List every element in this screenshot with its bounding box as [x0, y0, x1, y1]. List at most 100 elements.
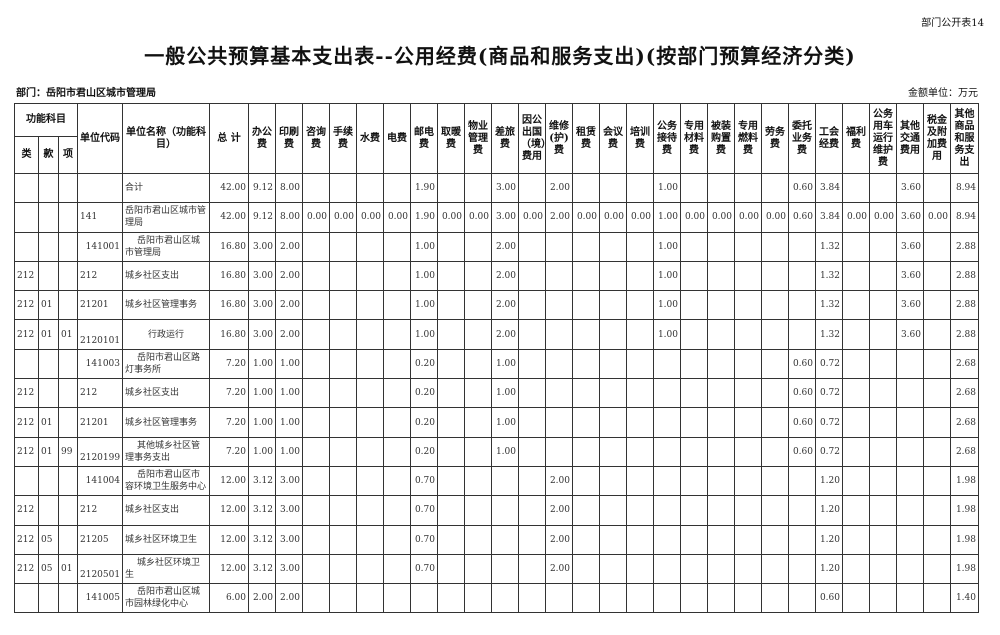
cell-value [383, 436, 411, 467]
cell-value [680, 495, 708, 526]
cell-value [653, 378, 681, 409]
cell-value [680, 172, 708, 204]
cell-value [734, 290, 762, 321]
cell-value [788, 465, 816, 497]
cell-value [734, 172, 762, 204]
unit-label: 金额单位：万元 [908, 88, 978, 99]
cell-value [734, 231, 762, 262]
cell-value [302, 231, 330, 262]
cell-value [653, 348, 681, 380]
cell-value: 0.60 [788, 436, 816, 467]
cell-value [923, 260, 951, 292]
cell-value [518, 348, 546, 380]
cell-value [572, 231, 600, 262]
page-title: 一般公共预算基本支出表--公用经费(商品和服务支出)(按部门预算经济分类) [144, 44, 856, 68]
cell-value: 2.00 [275, 231, 303, 262]
cell-value: 1.98 [950, 465, 979, 497]
cell-value: 1.00 [653, 290, 681, 321]
cell-value [653, 436, 681, 467]
cell-value [356, 348, 384, 380]
cell-value: 0.00 [842, 202, 870, 233]
cell-name: 岳阳市君山区城市园林绿化中心 [122, 583, 210, 614]
cell-value [329, 583, 357, 614]
table-row: 141001 岳阳市君山区城市管理局 16.80 3.00 2.00 1.00 2.00 1.… [14, 231, 979, 262]
header-item: 会议费 [599, 103, 627, 174]
cell-value: 1.00 [248, 348, 276, 380]
cell-value: 8.94 [950, 172, 979, 204]
cell-value: 0.00 [626, 202, 654, 233]
cell-value [842, 583, 870, 614]
cell-value [626, 553, 654, 585]
cell-value [869, 407, 897, 438]
cell-value [572, 319, 600, 350]
cell-name: 城乡社区环境卫生 [122, 553, 210, 585]
cell-value: 1.20 [815, 524, 843, 555]
cell-value [734, 260, 762, 292]
cell-value [923, 319, 951, 350]
cell-xiang: 01 [58, 553, 78, 585]
cell-value [545, 348, 573, 380]
cell-name: 岳阳市君山区城市管理局 [122, 202, 210, 233]
cell-value [626, 172, 654, 204]
cell-value: 9.12 [248, 172, 276, 204]
cell-value [491, 583, 519, 614]
header-item: 专用燃料费 [734, 103, 762, 174]
cell-value [599, 378, 627, 409]
cell-value [707, 319, 735, 350]
cell-value: 0.60 [788, 348, 816, 380]
cell-value [626, 407, 654, 438]
cell-value [707, 260, 735, 292]
page-label: 部门公开表14 [921, 18, 984, 29]
cell-value: 2.88 [950, 260, 979, 292]
cell-value: 0.70 [410, 524, 438, 555]
cell-total: 16.80 [209, 231, 249, 262]
cell-value [761, 378, 789, 409]
cell-code: 21201 [77, 290, 123, 321]
cell-value [734, 407, 762, 438]
cell-value: 2.00 [275, 260, 303, 292]
cell-value [626, 495, 654, 526]
cell-value: 0.00 [437, 202, 465, 233]
cell-value: 0.70 [410, 465, 438, 497]
cell-xiang [58, 465, 78, 497]
cell-lei [14, 348, 39, 380]
cell-kuan: 01 [38, 319, 59, 350]
cell-value [302, 348, 330, 380]
cell-value: 2.00 [248, 583, 276, 614]
cell-value: 2.00 [491, 290, 519, 321]
cell-value [680, 524, 708, 555]
cell-value: 2.00 [491, 319, 519, 350]
cell-value: 1.00 [275, 436, 303, 467]
cell-value: 1.98 [950, 553, 979, 585]
cell-value [842, 553, 870, 585]
cell-value [545, 290, 573, 321]
cell-value [599, 583, 627, 614]
cell-value [329, 172, 357, 204]
cell-value [437, 465, 465, 497]
cell-code: 21205 [77, 524, 123, 555]
cell-value: 3.12 [248, 553, 276, 585]
cell-value [761, 231, 789, 262]
cell-name: 行政运行 [122, 319, 210, 350]
cell-value [869, 348, 897, 380]
cell-value [599, 290, 627, 321]
cell-value [842, 407, 870, 438]
cell-value [788, 231, 816, 262]
cell-value: 1.00 [410, 290, 438, 321]
cell-value [302, 553, 330, 585]
cell-lei [14, 583, 39, 614]
cell-value [383, 172, 411, 204]
cell-value [329, 436, 357, 467]
cell-kuan [38, 348, 59, 380]
cell-value [518, 378, 546, 409]
cell-value [896, 583, 924, 614]
cell-value [518, 319, 546, 350]
cell-value: 0.70 [410, 553, 438, 585]
cell-value [734, 378, 762, 409]
cell-value [518, 231, 546, 262]
cell-value: 3.00 [248, 231, 276, 262]
header-item: 咨询费 [302, 103, 330, 174]
cell-value: 0.72 [815, 407, 843, 438]
cell-value: 0.20 [410, 407, 438, 438]
cell-value [707, 583, 735, 614]
